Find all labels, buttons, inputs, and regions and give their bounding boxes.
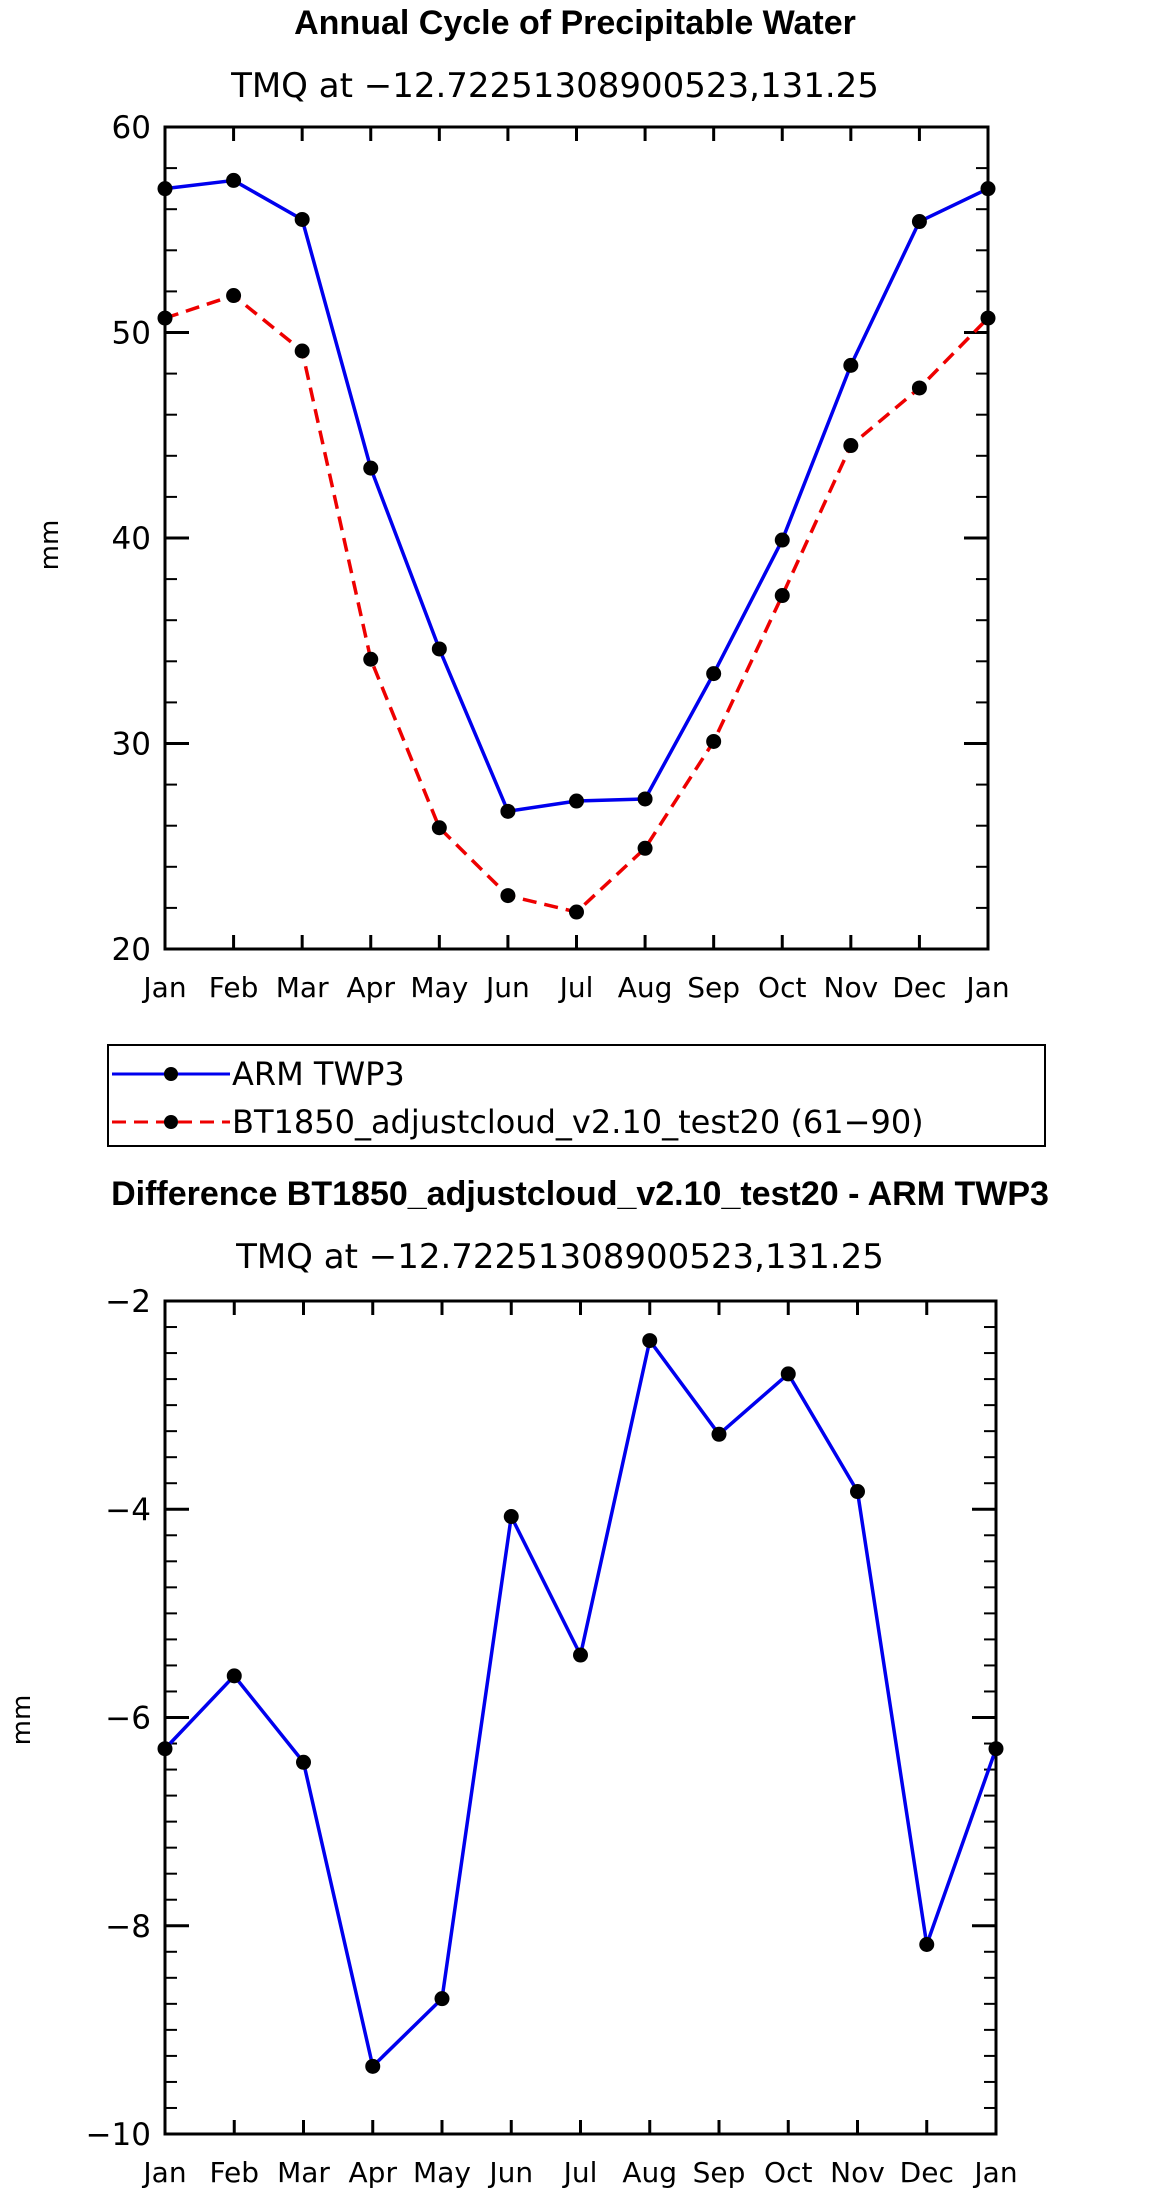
plot-frame [163, 125, 990, 951]
x-tick-label: Oct [758, 971, 806, 1004]
y-tick-label: 40 [112, 521, 151, 557]
data-point [226, 1668, 242, 1684]
data-point [850, 1484, 865, 1500]
data-point [774, 588, 790, 604]
data-point [431, 820, 447, 836]
chart-title: Annual Cycle of Precipitable Water [294, 4, 856, 42]
data-point [500, 888, 516, 904]
x-tick-label: May [413, 2156, 471, 2189]
data-point [365, 2058, 381, 2074]
axis-ticks [163, 1299, 998, 2136]
y-tick-label: 60 [112, 110, 151, 146]
data-point [637, 791, 653, 807]
chart-subtitle: TMQ at −12.72251308900523,131.25 [235, 1237, 884, 1277]
y-axis-label: mm [7, 1695, 37, 1746]
y-tick-label: −6 [105, 1701, 151, 1737]
x-tick-label: Jun [484, 971, 530, 1004]
data-point [774, 532, 790, 548]
plot-frame [163, 1299, 998, 2136]
data-point [711, 1426, 727, 1442]
x-tick-label: Dec [892, 971, 946, 1004]
data-point [706, 666, 722, 682]
x-tick-label: Mar [276, 971, 329, 1004]
data-series [157, 1333, 1004, 2074]
legend-box [107, 1044, 1046, 1147]
data-point [363, 460, 379, 476]
data-point [294, 343, 310, 359]
chart-subtitle: TMQ at −12.72251308900523,131.25 [230, 66, 879, 106]
x-tick-label: Apr [349, 2156, 398, 2189]
axis-ticks [163, 125, 990, 951]
y-axis-label: mm [35, 520, 65, 571]
data-point [434, 1991, 450, 2007]
x-tick-label: Dec [900, 2156, 954, 2189]
y-tick-label: −8 [105, 1909, 151, 1945]
data-point [431, 641, 447, 657]
data-point [843, 357, 859, 373]
chart-title: Difference BT1850_adjustcloud_v2.10_test… [111, 1175, 1049, 1213]
x-tick-label: Apr [347, 971, 396, 1004]
series-line-0 [163, 1338, 998, 2069]
data-point [294, 211, 310, 227]
y-tick-labels: 20 30 40 50 60 [112, 110, 151, 968]
series-line-0 [164, 178, 989, 814]
data-point [500, 803, 516, 819]
x-tick-label: Feb [209, 971, 259, 1004]
data-point [226, 172, 242, 188]
x-tick-label: Jan [141, 971, 186, 1004]
data-point [226, 288, 242, 304]
y-tick-label: −2 [105, 1284, 151, 1320]
data-point [642, 1333, 658, 1349]
y-tick-label: −4 [105, 1492, 151, 1528]
data-point [296, 1754, 311, 1770]
y-tick-label: −10 [86, 2117, 151, 2153]
data-point [569, 793, 584, 809]
x-tick-labels: Jan Feb Mar Apr May Jun Jul Aug Sep Oct Nov Dec Jan [141, 971, 1009, 1004]
x-tick-label: Jan [141, 2156, 186, 2189]
data-point [919, 1936, 935, 1952]
x-tick-label: Nov [830, 2156, 885, 2189]
x-tick-label: Sep [693, 2156, 746, 2189]
y-tick-label: 50 [112, 316, 151, 352]
data-point [911, 214, 927, 230]
data-point [637, 840, 653, 856]
x-tick-label: Feb [209, 2156, 259, 2189]
data-point [573, 1647, 588, 1663]
x-tick-label: Jul [562, 2156, 598, 2189]
series-line-1 [164, 293, 990, 914]
x-tick-label: Aug [622, 2156, 677, 2189]
difference-chart: Difference BT1850_adjustcloud_v2.10_test… [7, 1175, 1049, 2189]
x-tick-label: Jul [558, 971, 594, 1004]
y-tick-label: 30 [112, 727, 151, 763]
data-point [363, 651, 379, 667]
x-tick-label: Sep [687, 971, 740, 1004]
data-point [569, 904, 584, 920]
data-point [706, 733, 722, 749]
legend-label-arm: ARM TWP3 [232, 1055, 405, 1093]
legend: ARM TWP3 BT1850_adjustcloud_v2.10_test20… [107, 1044, 1046, 1147]
data-series [157, 172, 996, 920]
x-tick-label: Oct [764, 2156, 812, 2189]
x-tick-labels: Jan Feb Mar Apr May Jun Jul Aug Sep Oct Nov Dec Jan [141, 2156, 1017, 2189]
x-tick-label: Nov [824, 971, 879, 1004]
data-point [911, 380, 927, 396]
legend-label-model: BT1850_adjustcloud_v2.10_test20 (61−90) [232, 1103, 924, 1141]
x-tick-label: Jan [964, 971, 1009, 1004]
precipitable-water-chart: Annual Cycle of Precipitable Water TMQ a… [35, 4, 1010, 1004]
data-point [780, 1366, 796, 1382]
data-point [503, 1509, 519, 1525]
x-tick-label: Jan [972, 2156, 1017, 2189]
x-tick-label: Jun [487, 2156, 533, 2189]
legend-marker-arm [164, 1067, 178, 1081]
data-point [843, 438, 859, 454]
x-tick-label: Mar [277, 2156, 330, 2189]
y-tick-label: 20 [112, 932, 151, 968]
x-tick-label: Aug [618, 971, 673, 1004]
y-tick-labels: −10 −8 −6 −4 −2 [86, 1284, 151, 2153]
x-tick-label: May [410, 971, 468, 1004]
legend-marker-model [164, 1115, 178, 1129]
